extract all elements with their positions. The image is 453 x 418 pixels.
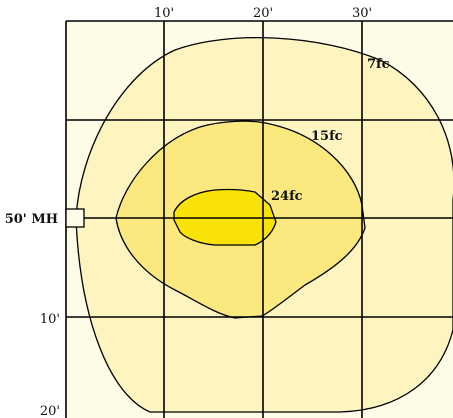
grid: [65, 20, 453, 418]
fixture-marker: [65, 208, 85, 228]
contour-label-7fc: 7fc: [367, 57, 390, 72]
fixture-label: 50' MH: [5, 212, 58, 227]
left-axis-label-10: 10': [40, 312, 60, 327]
contour-label-24fc: 24fc: [271, 189, 303, 204]
top-axis-label-30: 30': [352, 6, 372, 21]
top-axis-label-10: 10': [154, 6, 174, 21]
top-axis-label-20: 20': [253, 6, 273, 21]
left-axis-label-20: 20': [40, 404, 60, 418]
contour-label-15fc: 15fc: [311, 129, 343, 144]
